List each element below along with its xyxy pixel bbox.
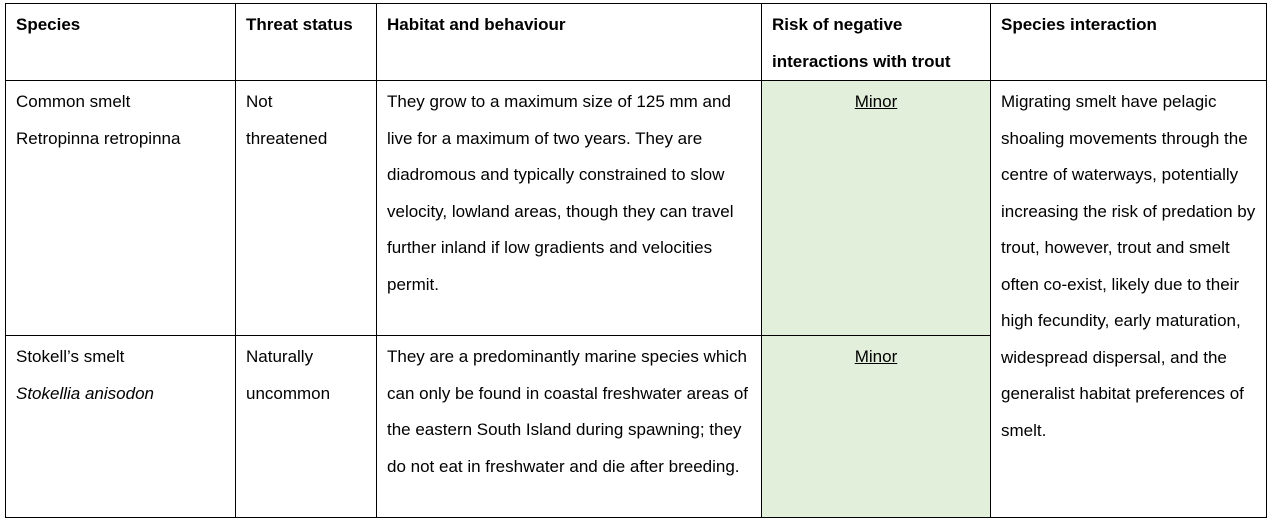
risk-cell: Minor bbox=[761, 335, 991, 518]
threat-status-cell: Not threatened bbox=[235, 80, 377, 336]
risk-value: Minor bbox=[854, 92, 898, 111]
threat-status-line-1: Not bbox=[246, 92, 273, 111]
common-name: Stokell’s smelt bbox=[16, 347, 125, 366]
species-cell: Common smelt Retropinna retropinna bbox=[5, 80, 236, 336]
table-row: Common smelt Retropinna retropinna Not t… bbox=[5, 80, 1267, 518]
scientific-name: Retropinna retropinna bbox=[16, 128, 181, 148]
header-risk-line-2: interactions with trout bbox=[772, 51, 951, 71]
risk-value: Minor bbox=[854, 347, 898, 366]
threat-status-line-2: uncommon bbox=[246, 383, 331, 403]
habitat-cell: They are a predominantly marine species … bbox=[376, 335, 762, 518]
header-risk: Risk of negative interactions with trout bbox=[761, 3, 991, 81]
header-risk-line-1: Risk of negative bbox=[772, 15, 903, 34]
threat-status-line-1: Naturally bbox=[246, 347, 314, 366]
header-habitat-behaviour: Habitat and behaviour bbox=[376, 3, 762, 81]
header-species: Species bbox=[5, 3, 236, 81]
scientific-name: Stokellia anisodon bbox=[16, 383, 154, 403]
species-cell: Stokell’s smelt Stokellia anisodon bbox=[5, 335, 236, 518]
table-row: Stokell’s smelt Stokellia anisodon Natur… bbox=[5, 335, 1267, 518]
threat-status-line-2: threatened bbox=[246, 128, 328, 148]
risk-cell: Minor bbox=[761, 80, 991, 336]
header-row: Species Threat status Habitat and behavi… bbox=[5, 3, 1267, 81]
header-species-interaction: Species interaction bbox=[990, 3, 1267, 81]
common-name: Common smelt bbox=[16, 92, 131, 111]
species-interaction-table: Species Threat status Habitat and behavi… bbox=[5, 3, 1267, 518]
header-threat-status: Threat status bbox=[235, 3, 377, 81]
threat-status-cell: Naturally uncommon bbox=[235, 335, 377, 518]
habitat-cell: They grow to a maximum size of 125 mm an… bbox=[376, 80, 762, 336]
species-interaction-cell: Migrating smelt have pelagic shoaling mo… bbox=[990, 80, 1267, 518]
